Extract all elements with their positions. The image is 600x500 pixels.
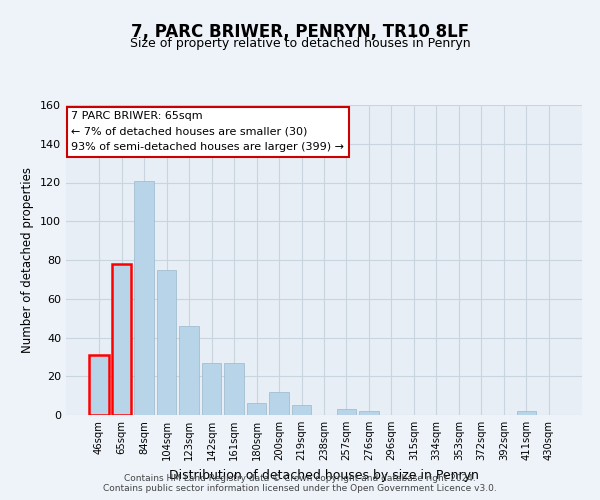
Bar bbox=[112, 264, 131, 415]
Y-axis label: Number of detached properties: Number of detached properties bbox=[22, 167, 34, 353]
Bar bbox=[134, 180, 154, 415]
Bar bbox=[89, 355, 109, 415]
Bar bbox=[517, 411, 536, 415]
Bar bbox=[337, 409, 356, 415]
Text: 7, PARC BRIWER, PENRYN, TR10 8LF: 7, PARC BRIWER, PENRYN, TR10 8LF bbox=[131, 22, 469, 40]
Bar bbox=[202, 362, 221, 415]
Bar bbox=[269, 392, 289, 415]
Bar bbox=[359, 411, 379, 415]
X-axis label: Distribution of detached houses by size in Penryn: Distribution of detached houses by size … bbox=[169, 468, 479, 481]
Bar bbox=[247, 404, 266, 415]
Text: Size of property relative to detached houses in Penryn: Size of property relative to detached ho… bbox=[130, 38, 470, 51]
Bar bbox=[157, 270, 176, 415]
Bar bbox=[224, 362, 244, 415]
Text: Contains public sector information licensed under the Open Government Licence v3: Contains public sector information licen… bbox=[103, 484, 497, 493]
Text: Contains HM Land Registry data © Crown copyright and database right 2024.: Contains HM Land Registry data © Crown c… bbox=[124, 474, 476, 483]
Bar bbox=[179, 326, 199, 415]
Bar bbox=[292, 406, 311, 415]
Text: 7 PARC BRIWER: 65sqm
← 7% of detached houses are smaller (30)
93% of semi-detach: 7 PARC BRIWER: 65sqm ← 7% of detached ho… bbox=[71, 111, 344, 152]
